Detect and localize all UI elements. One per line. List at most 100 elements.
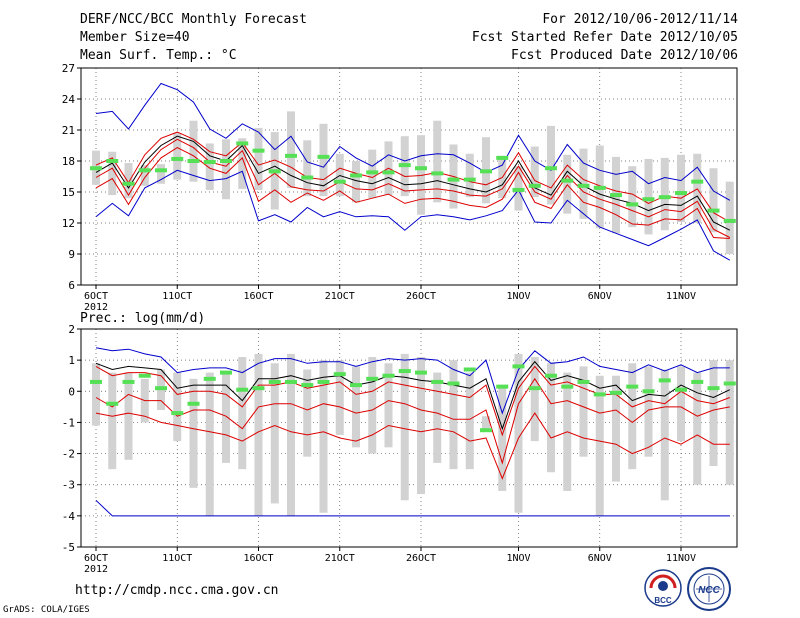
temp-panel: 6 9 12 15 18 21 24 27 6OCT 11OCT 16OCT 21OCT 26OCT 1N… [62,62,738,313]
started-date: Fcst Started Refer Date 2012/10/05 [471,30,738,45]
prec-range-bar [660,369,669,501]
prec-observed-marker [528,386,541,391]
prec-observed-marker [415,370,427,375]
prec-range-bar [92,363,100,426]
temp-observed-marker [545,166,557,171]
prec-range-bar [514,353,523,513]
prec-range-bar [693,372,702,485]
prec-range-bar [644,366,653,457]
ncc-logo-text: NCC [698,585,720,596]
temp-range-bar [238,138,247,189]
prec-observed-marker [252,386,265,391]
prec-observed-marker [561,384,574,389]
prec-range-bar [628,363,637,470]
source-url[interactable]: http://cmdp.ncc.cma.gov.cn [75,583,279,598]
temp-y-tick-label: 24 [62,93,76,106]
temp-observed-marker [496,155,509,160]
temp-x-tick-label: 6NOV [588,291,612,302]
prec-observed-marker [122,379,135,384]
prec-range-bar [384,363,393,448]
temp-observed-marker [382,170,395,175]
ncc-logo-icon: NCC [687,567,731,611]
temp-y-tick-label: 9 [68,248,75,261]
prec-range-bar [303,369,312,457]
temp-range-bar [189,120,198,182]
temp-range-bar [303,140,312,197]
temp-range-bar [335,153,344,197]
temp-x-year-label: 2012 [84,302,108,313]
temp-observed-marker [723,218,736,223]
prec-range-bar [287,353,295,516]
prec-range-bar [465,372,474,470]
prec-range-bar [238,357,247,470]
temp-range-bar [157,164,165,184]
prec-y-tick-label: 1 [68,354,75,367]
prec-observed-marker [642,389,655,394]
temp-range-bar [547,125,555,205]
temp-range-bar [579,148,588,219]
prec-y-tick-label: 2 [68,323,75,336]
prec-frame [80,328,738,548]
temp-y-tick-label: 21 [62,124,75,137]
temp-observed-marker [333,179,346,184]
prec-x-tick-label: 6NOV [588,553,612,564]
temp-range-bar [725,181,734,254]
temp-observed-marker [268,169,281,174]
prec-max-line [95,347,730,415]
temp-range-bar [108,151,117,196]
prec-y-tick-label: -1 [62,416,75,429]
prec-range-bar [368,357,377,454]
prec-observed-marker [317,379,330,384]
temp-y-tick-label: 27 [62,62,75,75]
temp-range-bar [287,111,295,188]
prec-range-bar [335,360,344,435]
prec-range-bar [530,357,539,442]
produced-date: Fcst Produced Date 2012/10/06 [511,48,738,63]
temp-observed-marker [480,169,492,174]
temp-observed-marker [707,208,720,213]
prec-range-bar [482,416,490,432]
temp-range-bar [352,161,360,203]
prec-observed-marker [333,372,346,377]
prec-observed-marker [512,364,525,369]
prec-y-tick-label: -5 [62,541,75,554]
prec-observed-marker [350,383,362,388]
prec-x-tick-label: 11OCT [162,553,192,564]
prec-y-tick-label: -4 [62,510,76,523]
temp-observed-marker [350,173,362,178]
temp-observed-marker [415,166,427,171]
temp-x-tick-label: 1NOV [506,291,530,302]
temp-range-bar [465,153,474,198]
temp-observed-marker [220,159,232,163]
temp-y-tick-label: 6 [68,279,75,292]
prec-range-bar [319,360,328,513]
prec-observed-marker [285,379,297,384]
prec-observed-marker [268,379,281,384]
prec-observed-marker [187,401,200,406]
temp-range-bar [530,146,539,198]
temp-x-tick-label: 6OCT [84,291,108,302]
prec-observed-marker [382,373,395,378]
prec-observed-marker [691,379,704,384]
prec-observed-marker [545,373,557,378]
prec-observed-marker [463,367,476,372]
prec-y-tick-label: -2 [62,448,75,461]
temp-y-tick-label: 12 [62,217,75,230]
prec-observed-marker [577,379,590,384]
temp-y-tick-label: 18 [62,155,75,168]
temp-x-tick-label: 11NOV [666,291,696,302]
temp-x-tick-label: 16OCT [243,291,273,302]
variable-label-temp: Mean Surf. Temp.: °C [80,48,237,63]
temp-observed-marker [431,171,444,176]
temp-observed-marker [317,154,330,159]
prec-x-tick-label: 11NOV [666,553,696,564]
temp-range-bar [433,120,442,203]
variable-label-prec: Prec.: log(mm/d) [80,311,205,326]
prec-p25-line [95,377,730,465]
prec-min-line [95,499,730,517]
temp-observed-marker [447,177,460,182]
temp-observed-marker [301,175,314,180]
temp-observed-marker [366,170,379,175]
prec-observed-marker [138,373,151,378]
